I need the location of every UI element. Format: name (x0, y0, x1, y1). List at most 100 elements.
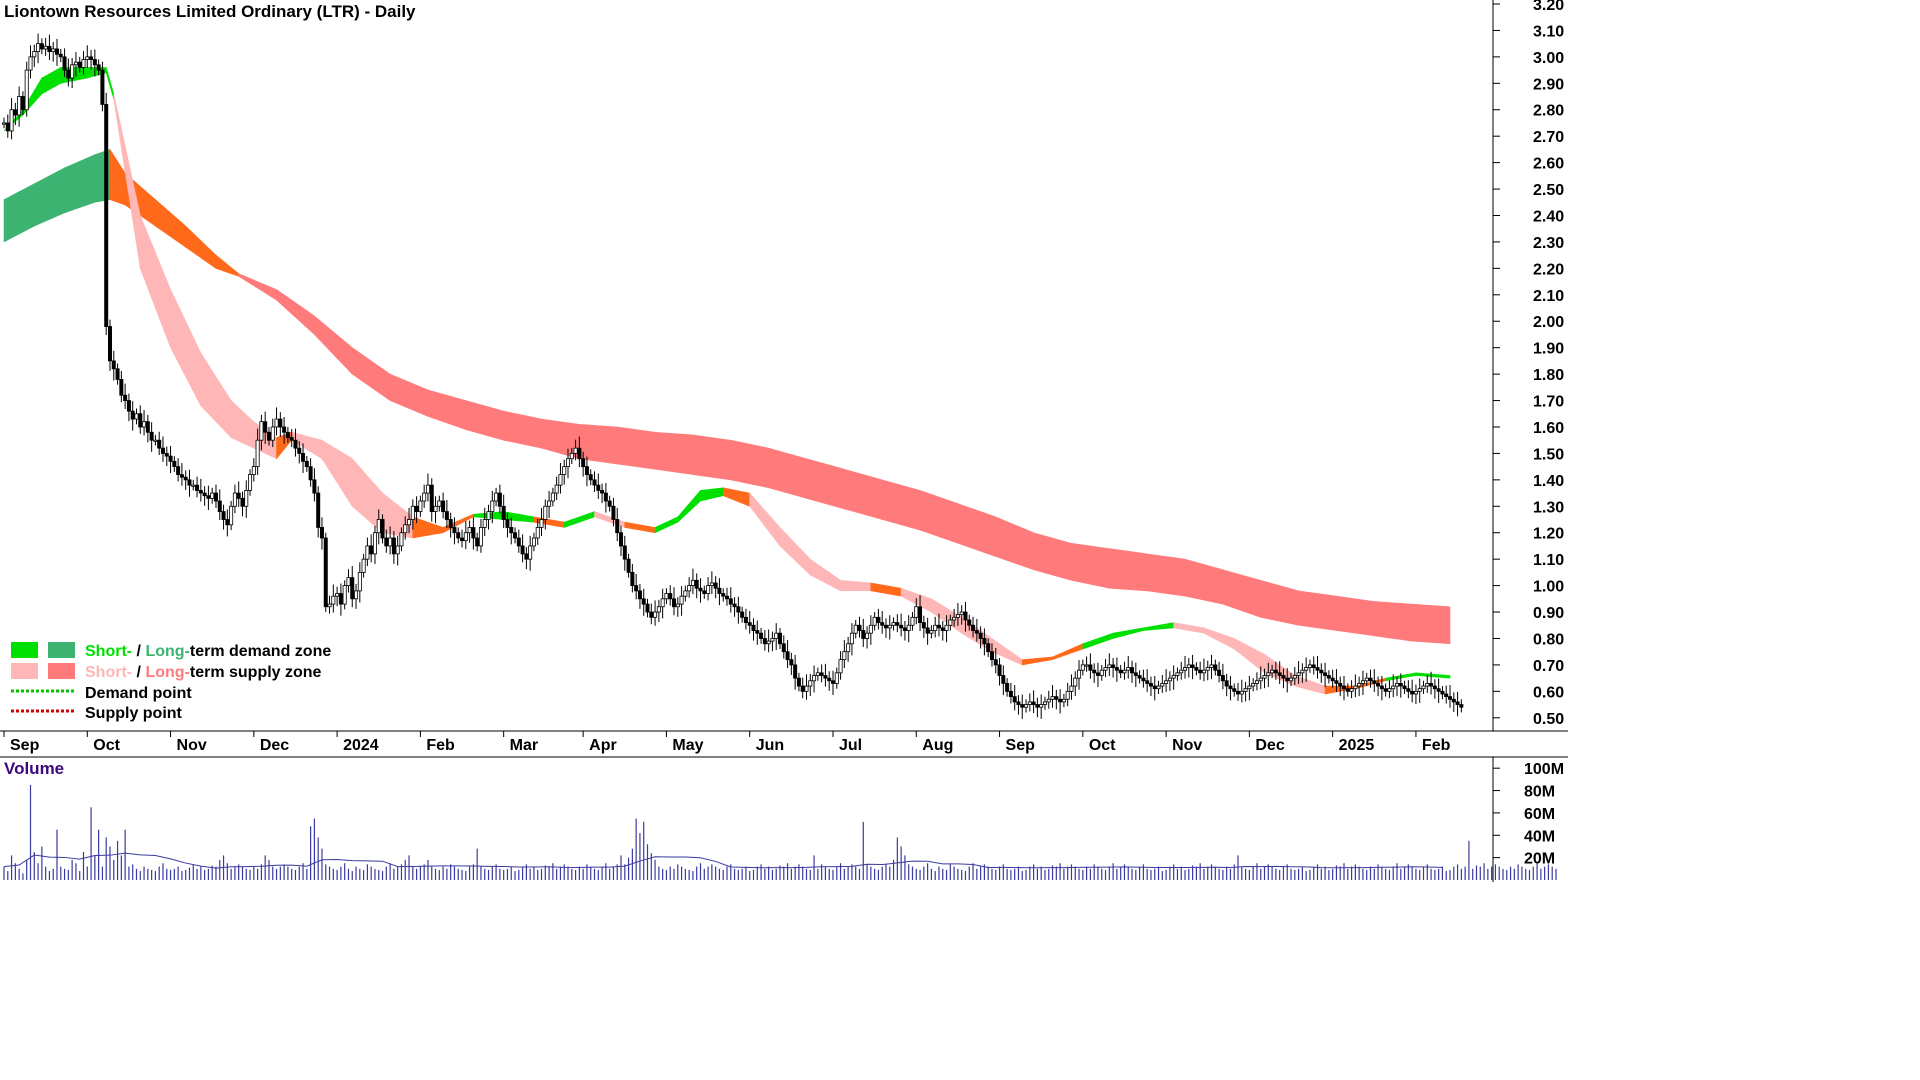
long-zone-segment (1071, 542, 1110, 589)
candle (815, 667, 820, 681)
candle-body (774, 632, 779, 639)
candle-body (883, 624, 888, 629)
candle-body (70, 64, 75, 79)
candle-body (592, 479, 597, 486)
candle (1334, 669, 1339, 692)
candle-body (407, 519, 412, 526)
candle (736, 596, 741, 624)
candle-body (107, 326, 112, 362)
candle-body (126, 400, 131, 412)
candle-body (24, 69, 29, 111)
candle-body (187, 479, 192, 486)
candle (1395, 676, 1400, 697)
candle-body (312, 479, 317, 494)
long-zone-segment (1411, 603, 1451, 645)
candle (520, 534, 525, 563)
candle-body (1357, 683, 1362, 687)
legend-supply-short: Short- (85, 664, 132, 681)
candle (1031, 690, 1036, 714)
candle (755, 620, 760, 645)
candle (1292, 667, 1297, 686)
candle (581, 451, 586, 477)
candle (202, 486, 207, 506)
candle (391, 531, 396, 564)
volume-bars (3, 784, 1557, 880)
candle (293, 428, 298, 457)
candle-body (634, 585, 639, 592)
price-tick-label: 0.70 (1533, 658, 1564, 675)
candle (225, 509, 230, 537)
legend-swatch-long-demand (48, 642, 75, 658)
candle (611, 497, 616, 527)
candle (1186, 658, 1191, 678)
candle-body (974, 630, 979, 634)
candle (1148, 676, 1153, 697)
candle (259, 414, 264, 451)
candle (513, 527, 518, 544)
candle-body (588, 474, 593, 481)
legend-demand-long: Long- (145, 643, 189, 660)
candle-body (781, 643, 786, 653)
candle-body (1103, 667, 1108, 671)
candle (547, 490, 552, 518)
candle-body (513, 532, 518, 539)
candle (1311, 656, 1316, 675)
candle (24, 61, 29, 117)
candle (1205, 660, 1210, 681)
candle-body (1334, 680, 1339, 684)
candle-body (1133, 672, 1138, 676)
candle-body (433, 505, 438, 512)
volume-axis-ticks: 100M 80M 60M 40M 20M (1493, 761, 1564, 868)
candle (865, 626, 870, 649)
candle (1209, 654, 1214, 680)
candle-body (391, 537, 396, 555)
candle-body (706, 585, 711, 594)
candle-body (687, 585, 692, 592)
candle-body (444, 511, 449, 520)
month-tick-label: Oct (93, 737, 120, 754)
candle (834, 667, 839, 689)
legend-label-demand-point: Demand point (85, 685, 192, 702)
candle-body (232, 492, 237, 507)
candle (630, 563, 635, 593)
candle (1095, 662, 1100, 688)
candle (36, 33, 41, 64)
candle-body (62, 56, 67, 71)
candle-body (51, 48, 56, 52)
candle-body (77, 61, 82, 68)
candle-body (895, 622, 900, 626)
candle-body (418, 500, 423, 512)
candle-body (1046, 698, 1051, 703)
candle (1084, 656, 1089, 672)
candle (418, 495, 423, 517)
price-panel (2, 33, 1464, 719)
candle (936, 613, 941, 637)
candle (47, 34, 52, 61)
candle-body (1205, 667, 1210, 671)
candle (62, 48, 67, 77)
candle-body (1084, 664, 1089, 667)
candle-body (448, 519, 453, 528)
candle-body (1099, 669, 1104, 676)
candle (164, 446, 169, 467)
candle (331, 584, 336, 613)
candle (558, 462, 563, 494)
candle-body (846, 643, 851, 653)
candle-body (92, 59, 97, 66)
candle (179, 462, 184, 486)
candle (989, 643, 994, 667)
candle-body (679, 595, 684, 605)
legend-label-supply-zone: Short- / Long-term supply zone (85, 664, 322, 681)
candle-body (1035, 704, 1040, 708)
candle (403, 516, 408, 540)
candle-body (1425, 683, 1430, 687)
candle-body (229, 505, 234, 526)
candle (732, 597, 737, 617)
candle-body (944, 624, 949, 631)
candle-body (183, 476, 188, 481)
candle-body (395, 545, 400, 555)
candle (304, 456, 309, 472)
candle (467, 520, 472, 543)
candle-body (550, 492, 555, 502)
candle-body (176, 466, 181, 475)
